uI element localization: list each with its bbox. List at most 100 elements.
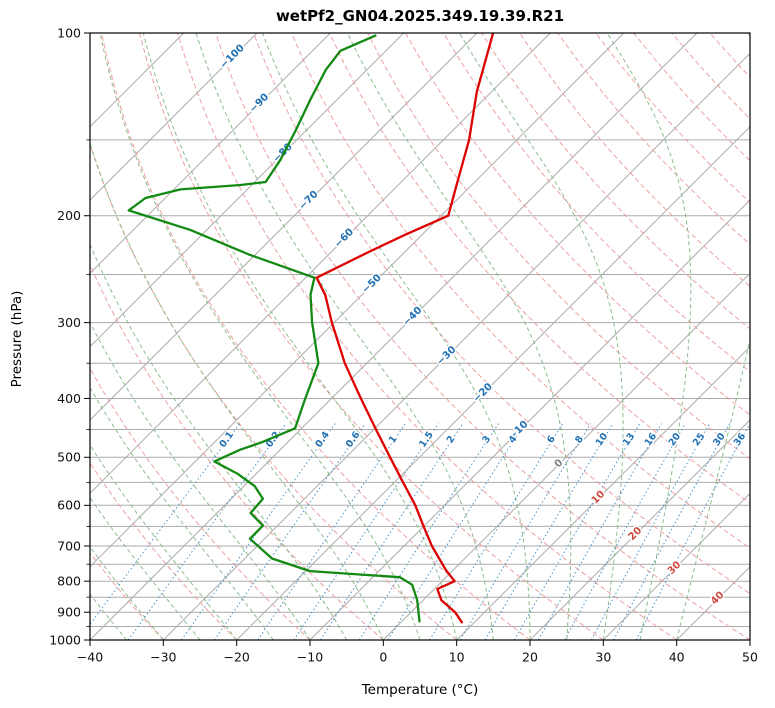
mixing-ratio-label: 0.4 (313, 429, 332, 449)
dry-adiabat-line (90, 142, 458, 640)
y-tick-label: 600 (57, 498, 81, 513)
isotherm-line (90, 33, 331, 275)
x-tick-label: −30 (150, 650, 176, 665)
moist-adiabat-line (261, 33, 531, 640)
isotherm-line (309, 199, 750, 640)
y-tick-label: 1000 (49, 632, 81, 647)
y-tick-label: 900 (57, 605, 81, 620)
mixing-ratio-line (90, 423, 241, 626)
dry-adiabat-line (443, 33, 750, 373)
mixing-ratio-line (358, 423, 499, 640)
moist-adiabat-line (90, 444, 238, 640)
x-tick-label: 50 (742, 650, 758, 665)
mixing-ratio-line (635, 423, 750, 640)
x-tick-label: −10 (297, 650, 323, 665)
y-axis-label: Pressure (hPa) (9, 290, 25, 388)
y-tick-label: 700 (57, 538, 81, 553)
x-tick-label: 30 (595, 650, 611, 665)
isotherm-line (749, 639, 750, 640)
dry-adiabat-line (519, 33, 750, 288)
dry-adiabat-lines (90, 33, 750, 640)
mixing-ratio-label: 16 (643, 431, 660, 448)
moist-adiabat-line (606, 33, 692, 640)
mixing-ratio-label: 20 (667, 431, 684, 448)
mixing-ratio-line (613, 423, 731, 640)
mixing-ratio-line (590, 423, 710, 640)
dry-adiabat-line (139, 33, 604, 640)
dewpoint-profile-line (127, 34, 421, 623)
mixing-ratio-label: 30 (711, 431, 728, 448)
mixing-ratio-label: 25 (691, 431, 708, 448)
isotherm-line (382, 272, 750, 640)
dry-adiabat-line (177, 33, 677, 640)
mixing-ratio-line (564, 423, 686, 640)
moist-adiabat-line (90, 386, 274, 640)
isotherm-line (90, 33, 625, 568)
x-tick-label: 40 (669, 650, 685, 665)
temperature-profile-line (315, 33, 495, 624)
dry-adiabat-line (633, 33, 750, 162)
dewpoint-curve (127, 34, 421, 623)
mixing-ratio-lines (90, 423, 750, 640)
mixing-ratio-label: 0.1 (218, 430, 237, 450)
isotherm-label: −100 (218, 43, 246, 71)
mixing-ratio-line (429, 423, 564, 640)
isotherm-line (529, 419, 750, 640)
x-tick-label: −20 (223, 650, 249, 665)
dry-adiabat-line (90, 552, 164, 640)
mixing-ratio-line (127, 423, 287, 640)
mixing-ratio-label: 6 (545, 433, 558, 445)
mixing-ratio-line (459, 423, 592, 640)
moist-adiabat-line (459, 33, 624, 640)
mixing-ratio-label: 36 (732, 431, 749, 448)
y-tick-label: 400 (57, 391, 81, 406)
moist-adiabat-line (90, 321, 311, 640)
isotherm-line (602, 492, 750, 640)
isotherm-line (90, 33, 478, 421)
isotherm-line (456, 345, 750, 640)
axes: −40 −30 −20 −10 0 10 20 30 40 5010020030040050060… (49, 25, 758, 664)
mixing-ratio-line (387, 423, 526, 640)
isotherm-line (90, 33, 258, 201)
dry-adiabat-line (481, 33, 750, 330)
x-tick-label: 20 (522, 650, 538, 665)
mixing-ratio-label: 1 (387, 434, 400, 446)
x-tick-label: −40 (77, 650, 103, 665)
x-axis-label: Temperature (°C) (361, 682, 479, 698)
dry-adiabat-line (291, 33, 750, 549)
y-tick-label: 100 (57, 25, 81, 40)
mixing-ratio-label: 13 (621, 431, 638, 448)
y-tick-label: 200 (57, 208, 81, 223)
moist-adiabat-line (99, 33, 421, 640)
isotherm-line (676, 565, 750, 640)
moist-adiabat-line (90, 243, 348, 640)
moist-adiabat-line (90, 141, 384, 640)
dry-adiabat-line (101, 33, 531, 640)
temperature-curve (315, 33, 495, 624)
chart-title: wetPf2_GN04.2025.349.19.39.R21 (275, 7, 565, 25)
y-tick-label: 800 (57, 574, 81, 589)
moist-adiabat-line (195, 33, 494, 640)
moist-adiabat-line (347, 33, 572, 640)
mixing-ratio-label: 0.6 (344, 429, 363, 449)
x-tick-label: 0 (379, 650, 387, 665)
isotherm-line (90, 33, 551, 495)
isotherm-line (236, 125, 750, 640)
mixing-ratio-label: 2 (445, 434, 458, 446)
dry-adiabat-line (90, 367, 311, 640)
isotherm-line (90, 33, 698, 640)
dry-adiabat-line (747, 33, 750, 37)
mixing-ratio-line (257, 423, 406, 640)
dry-adiabat-line (405, 33, 750, 416)
y-tick-label: 500 (57, 450, 81, 465)
dry-adiabat-line (367, 33, 750, 460)
x-tick-label: 10 (449, 650, 465, 665)
dry-adiabat-line (709, 33, 750, 78)
mixing-ratio-label: 1.5 (417, 430, 436, 450)
mixing-ratio-line (213, 423, 366, 640)
dry-adiabat-line (557, 33, 750, 245)
moist-adiabat-lines (90, 33, 750, 640)
